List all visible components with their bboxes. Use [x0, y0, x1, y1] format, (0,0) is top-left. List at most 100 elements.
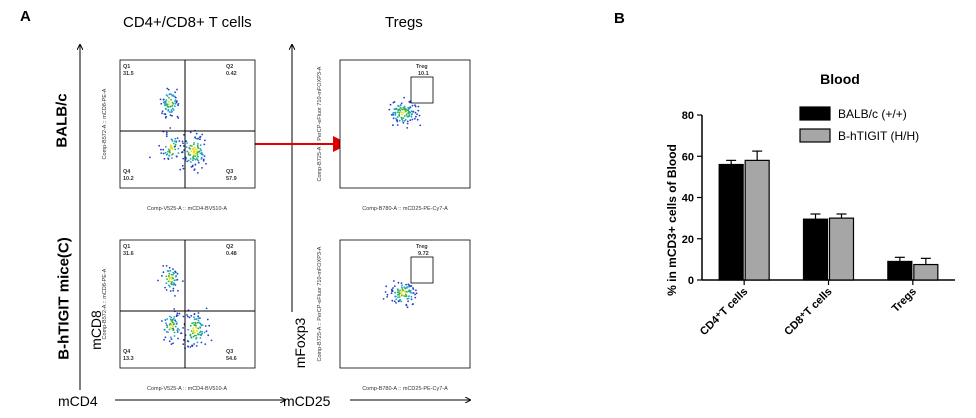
- event-dot: [168, 323, 171, 326]
- event-dot: [405, 295, 408, 297]
- event-dot: [167, 150, 169, 153]
- event-dot: [158, 144, 161, 147]
- density-cluster: [159, 87, 180, 119]
- event-dot: [172, 102, 175, 105]
- treg-value: 9.72: [418, 251, 429, 257]
- event-dot: [186, 160, 189, 163]
- event-dot: [165, 322, 167, 324]
- event-dot: [410, 115, 413, 118]
- legend-swatch: [799, 128, 831, 143]
- event-dot: [408, 289, 411, 292]
- event-dot: [175, 323, 178, 326]
- event-dot: [168, 340, 171, 343]
- event-dot: [164, 116, 167, 119]
- event-dot: [173, 145, 176, 148]
- event-dot: [415, 115, 417, 118]
- event-dot: [169, 277, 171, 279]
- event-dot: [169, 93, 171, 95]
- event-dot: [186, 150, 189, 153]
- event-dot: [385, 285, 388, 288]
- event-dot: [171, 157, 173, 159]
- event-dot: [206, 318, 209, 321]
- event-dot: [399, 289, 401, 292]
- event-dot: [397, 104, 399, 107]
- event-dot: [205, 330, 208, 333]
- event-dot: [170, 138, 173, 141]
- event-dot: [164, 319, 167, 321]
- event-dot: [169, 147, 172, 149]
- event-dot: [401, 293, 404, 296]
- event-dot: [409, 119, 412, 122]
- event-dot: [149, 156, 151, 159]
- event-dot: [398, 291, 400, 293]
- event-dot: [399, 106, 402, 109]
- event-dot: [163, 157, 166, 160]
- event-dot: [411, 104, 414, 107]
- event-dot: [412, 292, 415, 294]
- event-dot: [203, 143, 206, 146]
- event-dot: [174, 148, 177, 151]
- event-dot: [393, 111, 395, 114]
- event-dot: [201, 133, 204, 136]
- event-dot: [174, 102, 177, 105]
- event-dot: [163, 328, 166, 331]
- event-dot: [192, 149, 195, 151]
- event-dot: [194, 163, 197, 166]
- panel-b-letter: B: [614, 10, 625, 27]
- event-dot: [407, 300, 409, 303]
- q2-value: 0.42: [226, 71, 237, 77]
- event-dot: [193, 334, 196, 337]
- q2-label: Q2: [226, 64, 233, 70]
- event-dot: [174, 271, 177, 274]
- event-dot: [178, 312, 181, 315]
- mcd25-label: mCD25: [283, 393, 331, 409]
- event-dot: [396, 120, 399, 123]
- event-dot: [189, 131, 192, 134]
- event-dot: [174, 295, 176, 297]
- event-dot: [399, 104, 402, 107]
- event-dot: [187, 328, 190, 331]
- event-dot: [157, 279, 159, 282]
- event-dot: [173, 282, 175, 285]
- event-dot: [168, 150, 171, 153]
- event-dot: [196, 158, 199, 161]
- y-axis-label: Comp-B725-A :: PerCP-eFluor 710-mFOXP3-A: [317, 66, 323, 181]
- event-dot: [172, 329, 175, 332]
- event-dot: [169, 280, 172, 283]
- event-dot: [191, 165, 194, 168]
- event-dot: [166, 87, 169, 90]
- event-dot: [168, 97, 170, 99]
- y-tick-label: 80: [682, 110, 694, 122]
- event-dot: [390, 113, 393, 116]
- event-dot: [403, 110, 406, 112]
- event-dot: [199, 138, 201, 141]
- event-dot: [192, 330, 195, 332]
- event-dot: [197, 161, 200, 164]
- event-dot: [174, 105, 176, 107]
- event-dot: [398, 108, 401, 111]
- event-dot: [164, 336, 167, 339]
- event-dot: [165, 275, 168, 278]
- q2-value: 0.48: [226, 251, 237, 257]
- event-dot: [200, 149, 202, 152]
- event-dot: [177, 147, 180, 150]
- event-dot: [201, 324, 204, 327]
- event-dot: [396, 124, 399, 126]
- event-dot: [169, 290, 172, 292]
- event-dot: [195, 318, 198, 320]
- event-dot: [159, 98, 162, 101]
- event-dot: [189, 334, 192, 337]
- event-dot: [177, 289, 179, 292]
- treg-label: Treg: [416, 64, 428, 70]
- event-dot: [162, 271, 165, 274]
- event-dot: [403, 115, 406, 117]
- event-dot: [187, 152, 190, 154]
- event-dot: [193, 143, 195, 146]
- event-dot: [179, 144, 182, 147]
- event-dot: [167, 284, 170, 287]
- event-dot: [395, 117, 397, 120]
- event-dot: [203, 155, 206, 157]
- event-dot: [165, 103, 168, 105]
- event-dot: [418, 114, 421, 117]
- bar-chart: Blood % in mCD3+ cells of Blood 0 20 40 60 8…: [665, 71, 955, 338]
